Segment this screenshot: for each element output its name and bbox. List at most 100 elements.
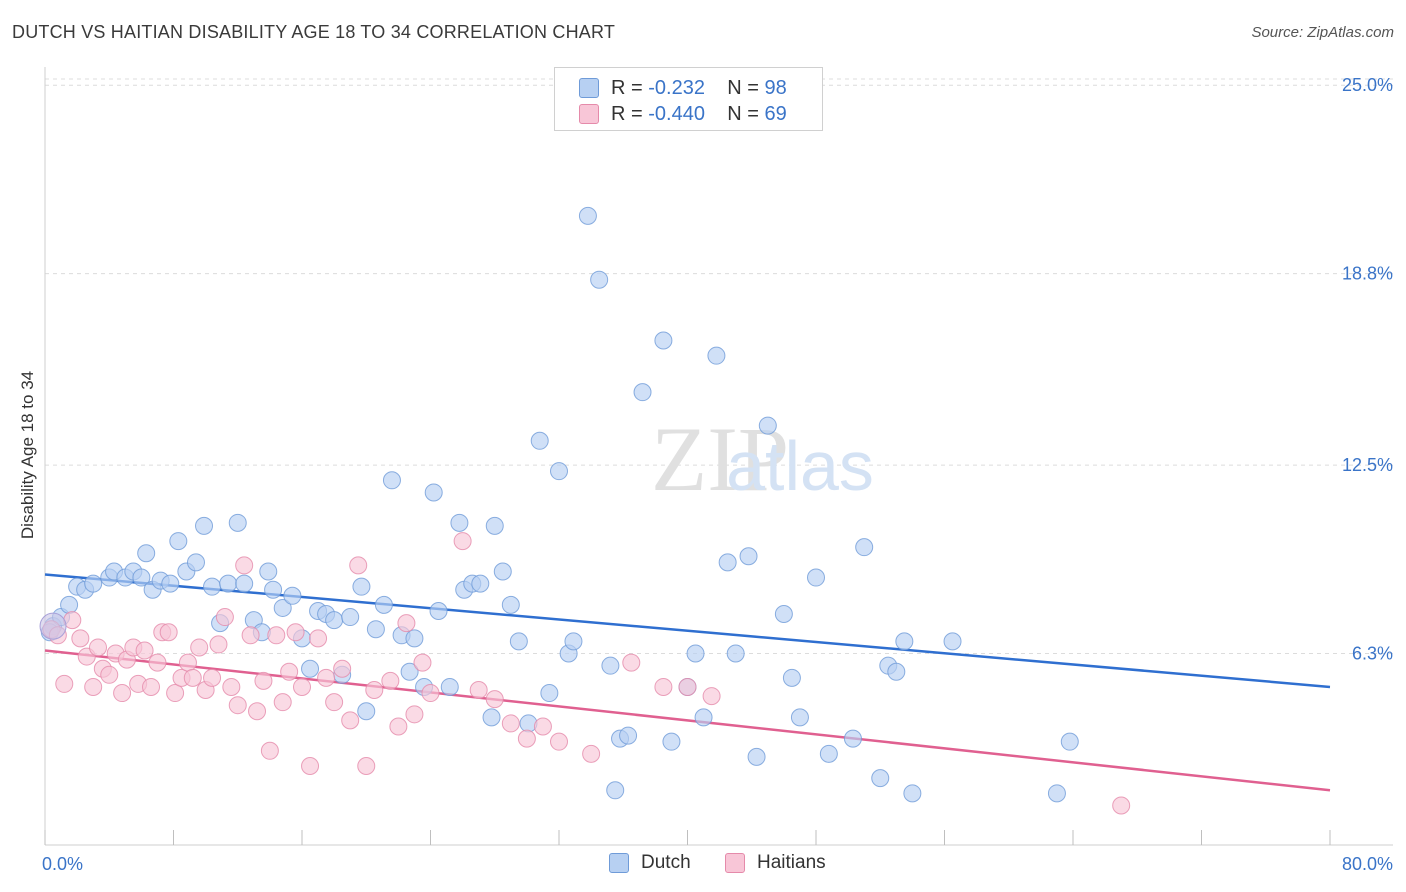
dutch-point bbox=[903, 784, 922, 803]
dutch-point bbox=[782, 668, 801, 687]
haitians-point bbox=[550, 732, 568, 751]
haitians-point bbox=[533, 717, 552, 736]
dutch-point bbox=[203, 577, 222, 596]
haitians-point bbox=[317, 668, 336, 687]
legend-stats-dutch: R = -0.232 N = 98 bbox=[611, 77, 787, 99]
haitians-point bbox=[166, 684, 185, 703]
dutch-point bbox=[747, 747, 766, 766]
dutch-point bbox=[450, 513, 469, 532]
dutch-point bbox=[485, 516, 504, 535]
dutch-point bbox=[1047, 784, 1066, 803]
haitians-point bbox=[178, 653, 197, 672]
dutch-point bbox=[540, 684, 559, 703]
haitians-point bbox=[241, 626, 260, 645]
dutch-point bbox=[887, 662, 906, 681]
dutch-point bbox=[235, 574, 254, 593]
dutch-point bbox=[606, 781, 625, 800]
haitians-point bbox=[293, 677, 311, 696]
haitians-point bbox=[485, 690, 504, 709]
dutch-point bbox=[758, 416, 777, 435]
haitians-point bbox=[183, 668, 202, 687]
dutch-trend-line bbox=[44, 573, 1331, 689]
haitians-point bbox=[215, 608, 234, 627]
haitians-point bbox=[190, 638, 209, 657]
dutch-point bbox=[601, 656, 620, 675]
dutch-point bbox=[264, 580, 283, 599]
haitians-point bbox=[469, 681, 488, 699]
haitians-point bbox=[325, 693, 344, 712]
haitians-point bbox=[248, 702, 267, 721]
dutch-point bbox=[357, 702, 376, 721]
dutch-point bbox=[341, 608, 360, 627]
dutch-point bbox=[84, 574, 103, 593]
dutch-point bbox=[564, 632, 583, 651]
x-tick-label-min: 0.0% bbox=[42, 854, 83, 874]
dutch-point bbox=[726, 644, 745, 663]
dutch-point bbox=[493, 562, 512, 581]
dutch-point bbox=[501, 595, 520, 614]
haitians-point bbox=[381, 671, 400, 690]
dutch-point bbox=[471, 574, 490, 593]
haitians-point bbox=[209, 635, 228, 654]
dutch-point bbox=[429, 601, 448, 620]
dutch-point bbox=[790, 708, 809, 727]
haitians-trend-line bbox=[44, 649, 1331, 792]
dutch-point bbox=[366, 620, 385, 639]
dutch-point bbox=[662, 732, 681, 751]
haitians-point bbox=[142, 677, 161, 696]
dutch-point bbox=[283, 586, 302, 605]
dutch-point bbox=[871, 769, 890, 788]
y-tick-label: 6.3% bbox=[1352, 644, 1393, 664]
dutch-point bbox=[819, 744, 838, 763]
haitians-point bbox=[84, 677, 103, 696]
haitians-point bbox=[135, 641, 154, 660]
dutch-point bbox=[186, 553, 205, 572]
dutch-point bbox=[509, 632, 528, 651]
haitians-point bbox=[349, 556, 368, 575]
legend-stats-haitians: R = -0.440 N = 69 bbox=[611, 103, 787, 125]
dutch-point bbox=[718, 553, 737, 572]
haitians-point bbox=[280, 662, 299, 681]
dutch-point bbox=[843, 729, 862, 748]
haitians-point bbox=[254, 671, 273, 690]
haitians-point bbox=[301, 756, 320, 775]
dutch-point bbox=[301, 659, 320, 678]
dutch-point bbox=[530, 431, 549, 450]
watermark-atlas: atlas bbox=[726, 427, 874, 505]
haitians-point bbox=[113, 684, 132, 703]
haitians-point bbox=[1112, 796, 1131, 815]
dutch-point bbox=[633, 383, 652, 402]
y-tick-label: 12.5% bbox=[1342, 455, 1393, 475]
dutch-point bbox=[707, 346, 726, 365]
haitians-point bbox=[517, 729, 536, 748]
legend-label-haitians: Haitians bbox=[757, 852, 826, 873]
haitians-point bbox=[357, 756, 376, 775]
source-label: Source: ZipAtlas.com bbox=[1251, 24, 1394, 41]
dutch-point bbox=[694, 708, 713, 727]
haitians-point bbox=[333, 659, 352, 678]
haitians-point bbox=[286, 623, 305, 642]
dutch-point bbox=[219, 574, 238, 593]
haitians-point bbox=[260, 741, 279, 760]
legend-label-dutch: Dutch bbox=[641, 852, 691, 873]
dutch-point bbox=[228, 513, 247, 532]
haitians-point bbox=[421, 684, 440, 703]
dutch-point bbox=[895, 632, 914, 651]
haitians-point bbox=[235, 556, 254, 575]
dutch-point bbox=[739, 547, 758, 566]
haitians-point bbox=[55, 674, 74, 693]
dutch-point bbox=[400, 662, 419, 681]
data-points bbox=[39, 206, 1131, 815]
haitians-point bbox=[148, 653, 167, 672]
dutch-point bbox=[550, 462, 568, 481]
y-axis-label: Disability Age 18 to 34 bbox=[18, 371, 37, 539]
haitians-point bbox=[582, 744, 601, 763]
haitians-point bbox=[622, 653, 641, 672]
dutch-point bbox=[161, 574, 180, 593]
haitians-point bbox=[228, 696, 247, 715]
haitians-point bbox=[222, 677, 241, 696]
haitians-point bbox=[389, 717, 408, 736]
haitians-point bbox=[413, 653, 432, 672]
y-tick-label: 18.8% bbox=[1342, 264, 1393, 284]
